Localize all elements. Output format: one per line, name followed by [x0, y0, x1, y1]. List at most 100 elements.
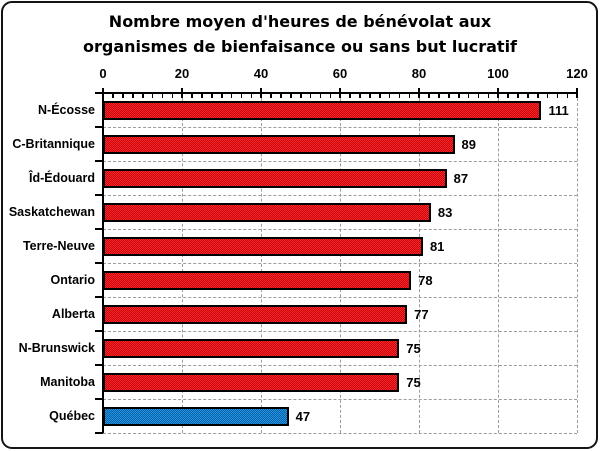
- y-axis-line: [102, 93, 104, 433]
- y-axis-tick: [95, 330, 103, 332]
- x-axis-minor-tick: [230, 93, 233, 98]
- horizontal-gridline: [103, 364, 577, 366]
- x-axis-tick-label: 100: [487, 66, 509, 81]
- bar-value-label: 75: [406, 340, 421, 356]
- y-axis-tick: [95, 364, 103, 366]
- y-axis-tick: [95, 160, 103, 162]
- horizontal-gridline: [103, 262, 577, 264]
- x-axis-minor-tick: [250, 93, 253, 98]
- bar-value-label: 87: [453, 170, 469, 186]
- y-axis-tick: [95, 126, 103, 128]
- x-axis-minor-tick: [221, 93, 223, 98]
- vertical-gridline: [576, 93, 578, 433]
- category-label: Saskatchewan: [8, 205, 95, 219]
- bar-c-britannique: [103, 134, 455, 154]
- x-axis-minor-tick: [428, 93, 430, 98]
- x-axis-tick-label: 80: [411, 66, 427, 81]
- x-axis-minor-tick: [398, 93, 401, 98]
- x-axis-minor-tick: [240, 93, 243, 98]
- bar-terre-neuve: [103, 236, 423, 256]
- horizontal-gridline: [103, 296, 577, 298]
- y-axis-tick: [95, 194, 103, 196]
- bar--d-douard: [103, 168, 447, 188]
- bar-value-label: 111: [548, 102, 569, 118]
- x-axis-minor-tick: [132, 93, 134, 98]
- y-axis-tick: [95, 398, 103, 400]
- x-axis-tick-label: 40: [253, 66, 269, 81]
- category-label: Ontario: [50, 273, 95, 287]
- x-axis-minor-tick: [270, 93, 272, 98]
- category-label: Terre-Neuve: [22, 239, 95, 253]
- x-axis-minor-tick: [161, 93, 164, 98]
- bar-n-cosse: [103, 100, 542, 120]
- chart-title: Nombre moyen d'heures de bénévolat aux o…: [0, 9, 600, 59]
- bar-manitoba: [103, 372, 400, 392]
- x-axis-minor-tick: [556, 93, 559, 98]
- category-label: N-Brunswick: [18, 341, 95, 355]
- x-axis-minor-tick: [329, 93, 332, 98]
- horizontal-gridline: [103, 228, 577, 230]
- bar-saskatchewan: [103, 202, 431, 222]
- x-axis-minor-tick: [517, 93, 519, 98]
- bar-value-label: 81: [429, 238, 445, 254]
- horizontal-gridline: [103, 330, 577, 332]
- x-axis-minor-tick: [388, 93, 391, 98]
- bar-value-label: 75: [406, 374, 421, 390]
- bar-value-label: 78: [418, 272, 433, 288]
- x-axis-minor-tick: [359, 93, 361, 98]
- bar-ontario: [103, 270, 412, 290]
- x-axis-minor-tick: [349, 93, 351, 98]
- y-axis-tick: [95, 432, 103, 434]
- x-axis-minor-tick: [566, 93, 569, 98]
- x-axis-tick-label: 20: [174, 66, 190, 81]
- x-axis-minor-tick: [438, 93, 440, 98]
- x-axis-minor-tick: [546, 93, 549, 98]
- x-axis-minor-tick: [171, 93, 174, 98]
- x-axis-minor-tick: [201, 93, 203, 98]
- horizontal-gridline: [103, 194, 577, 196]
- chart-title-line-1: Nombre moyen d'heures de bénévolat aux: [108, 12, 492, 31]
- x-axis-minor-tick: [280, 93, 282, 98]
- chart-title-line-2: organismes de bienfaisance ou sans but l…: [82, 37, 518, 56]
- x-axis-minor-tick: [112, 93, 114, 98]
- x-axis-minor-tick: [448, 93, 450, 98]
- x-axis-minor-tick: [487, 93, 490, 98]
- x-axis-minor-tick: [191, 93, 193, 98]
- x-axis-minor-tick: [309, 93, 312, 98]
- horizontal-gridline: [103, 398, 577, 400]
- x-axis-minor-tick: [290, 93, 292, 98]
- x-axis-major-tick: [497, 88, 499, 98]
- y-axis-tick: [95, 92, 103, 94]
- y-axis-tick: [95, 296, 103, 298]
- x-axis-minor-tick: [467, 93, 470, 98]
- horizontal-gridline: [103, 432, 577, 434]
- x-axis-minor-tick: [369, 93, 371, 98]
- x-axis-tick-label: 120: [566, 66, 588, 81]
- horizontal-gridline: [103, 126, 577, 128]
- x-axis-minor-tick: [211, 93, 213, 98]
- x-axis-minor-tick: [527, 93, 529, 98]
- x-axis-minor-tick: [408, 93, 411, 98]
- x-axis-tick-label: 60: [332, 66, 348, 81]
- category-label: Îd-Édouard: [29, 171, 95, 185]
- x-axis-major-tick: [418, 88, 420, 98]
- horizontal-gridline: [103, 160, 577, 162]
- x-axis-major-tick: [339, 88, 341, 98]
- x-axis-minor-tick: [507, 93, 509, 98]
- x-axis-minor-tick: [142, 93, 144, 98]
- category-label: Québec: [49, 409, 95, 423]
- x-axis-minor-tick: [319, 93, 322, 98]
- x-axis-major-tick: [260, 88, 262, 98]
- x-axis-minor-tick: [300, 93, 302, 98]
- x-axis-major-tick: [102, 88, 104, 98]
- category-label: Alberta: [51, 307, 95, 321]
- category-label: Manitoba: [40, 375, 95, 389]
- x-axis-minor-tick: [379, 93, 381, 98]
- x-axis-minor-tick: [122, 93, 124, 98]
- category-label: N-Écosse: [38, 103, 95, 117]
- x-axis-major-tick: [576, 88, 578, 98]
- bar-value-label: 47: [295, 408, 311, 424]
- x-axis-major-tick: [181, 88, 183, 98]
- bar-value-label: 77: [414, 306, 429, 322]
